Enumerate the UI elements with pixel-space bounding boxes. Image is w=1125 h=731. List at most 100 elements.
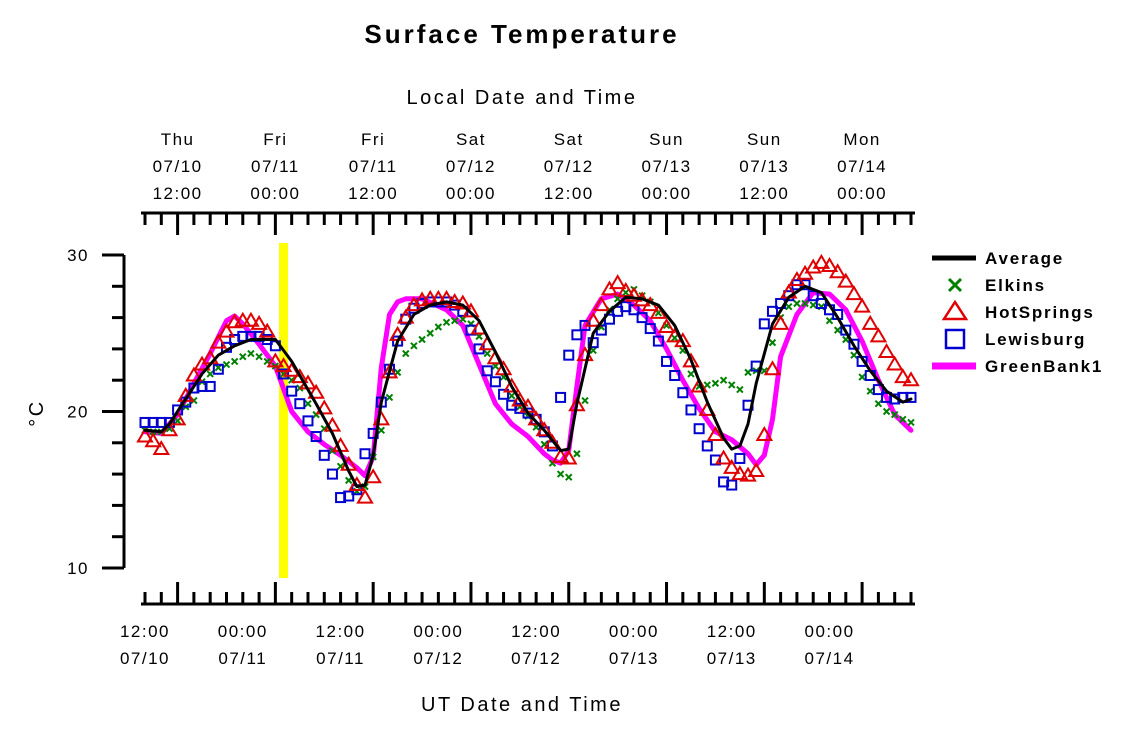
hotsprings-point bbox=[763, 360, 782, 376]
lewisburg-point bbox=[498, 388, 510, 400]
lewisburg-point bbox=[709, 454, 721, 466]
lewisburg-point bbox=[758, 318, 770, 330]
lewisburg-point bbox=[734, 452, 746, 464]
lewisburg-point bbox=[905, 391, 917, 403]
lewisburg-point bbox=[628, 304, 640, 316]
elkins-point bbox=[833, 326, 842, 334]
hotsprings-point bbox=[869, 327, 888, 343]
lewisburg-point bbox=[677, 387, 689, 399]
hotsprings-point bbox=[242, 311, 260, 327]
lewisburg-point bbox=[685, 404, 697, 416]
hotsprings-point bbox=[380, 363, 399, 379]
hotsprings-point bbox=[828, 263, 847, 279]
hotsprings-point bbox=[682, 352, 700, 368]
top-tick-day: Sat bbox=[456, 130, 486, 149]
hotsprings-point bbox=[454, 294, 472, 310]
hotsprings-point bbox=[258, 322, 276, 338]
top-tick-time: 00:00 bbox=[446, 184, 496, 203]
bottom-tick-date: 07/10 bbox=[120, 649, 170, 668]
legend-swatch-elkins bbox=[947, 277, 963, 293]
lewisburg-point bbox=[701, 440, 713, 452]
legend-swatch-hotsprings bbox=[941, 299, 969, 321]
elkins-point bbox=[793, 299, 801, 308]
hotsprings-point bbox=[853, 297, 871, 313]
hotsprings-point bbox=[894, 368, 912, 384]
top-tick-time: 00:00 bbox=[642, 184, 692, 203]
lewisburg-point bbox=[163, 416, 175, 428]
hotsprings-point bbox=[837, 272, 855, 288]
hotsprings-point bbox=[649, 303, 668, 319]
bottom-tick-date: 07/11 bbox=[218, 649, 267, 668]
hotsprings-point bbox=[494, 360, 513, 376]
elkins-point bbox=[670, 334, 679, 342]
hotsprings-point bbox=[445, 292, 464, 308]
bottom-tick-time: 12:00 bbox=[511, 622, 561, 641]
lewisburg-point bbox=[172, 404, 184, 416]
elkins-point bbox=[736, 385, 744, 394]
elkins-point bbox=[377, 426, 386, 434]
lewisburg-point bbox=[302, 415, 314, 427]
chart-title: Surface Temperature bbox=[364, 19, 679, 49]
lewisburg-point bbox=[661, 355, 673, 367]
elkins-point bbox=[239, 353, 247, 361]
hotsprings-point bbox=[771, 314, 790, 330]
bottom-tick-time: 00:00 bbox=[413, 622, 463, 641]
elkins-point bbox=[890, 410, 899, 419]
hotsprings-point bbox=[136, 427, 154, 443]
hotsprings-point bbox=[291, 368, 309, 384]
elkins-point bbox=[230, 357, 239, 366]
elkins-point bbox=[703, 381, 711, 389]
bottom-tick-time: 00:00 bbox=[218, 622, 268, 641]
hotsprings-point bbox=[592, 296, 611, 312]
top-tick-time: 00:00 bbox=[837, 184, 887, 203]
top-tick-date: 07/11 bbox=[349, 157, 398, 176]
bottom-tick-date: 07/12 bbox=[511, 649, 561, 668]
lewisburg-point bbox=[669, 370, 681, 382]
lewisburg-point bbox=[726, 479, 738, 491]
hotsprings-point bbox=[315, 399, 334, 415]
hotsprings-point bbox=[397, 308, 415, 324]
top-tick-date: 07/14 bbox=[837, 157, 887, 176]
hotsprings-point bbox=[356, 488, 374, 504]
lewisburg-point bbox=[555, 391, 567, 403]
lewisburg-point bbox=[310, 431, 322, 443]
hotsprings-point bbox=[502, 377, 521, 393]
elkins-point bbox=[728, 381, 736, 389]
legend-label-average: Average bbox=[985, 249, 1064, 268]
hotsprings-point bbox=[348, 476, 366, 492]
hotsprings-point bbox=[543, 433, 562, 449]
hotsprings-point bbox=[584, 311, 602, 327]
legend-label-lewisburg: Lewisburg bbox=[985, 330, 1086, 349]
bottom-tick-time: 00:00 bbox=[804, 622, 854, 641]
hotsprings-point bbox=[209, 333, 228, 349]
hotsprings-point bbox=[250, 314, 268, 330]
lewisburg-point bbox=[318, 449, 330, 461]
elkins-point bbox=[768, 338, 777, 347]
hotsprings-point bbox=[706, 425, 725, 441]
top-tick-date: 07/12 bbox=[544, 157, 594, 176]
lewisburg-point bbox=[571, 329, 583, 341]
elkins-point bbox=[304, 399, 312, 408]
hotsprings-point bbox=[739, 466, 757, 482]
lewisburg-point bbox=[294, 398, 306, 410]
top-tick-date: 07/13 bbox=[739, 157, 789, 176]
lewisburg-point bbox=[644, 323, 656, 335]
hotsprings-point bbox=[714, 449, 733, 465]
top-tick-time: 12:00 bbox=[348, 184, 398, 203]
bottom-tick-date: 07/14 bbox=[804, 649, 854, 668]
top-tick-day: Thu bbox=[161, 130, 195, 149]
hotsprings-point bbox=[747, 461, 765, 477]
top-tick-date: 07/13 bbox=[642, 157, 692, 176]
elkins-point bbox=[899, 415, 907, 424]
elkins-point bbox=[809, 301, 817, 309]
x-axis-label: UT Date and Time bbox=[421, 694, 623, 716]
legend-label-greenbank1: GreenBank1 bbox=[985, 357, 1103, 376]
elkins-point bbox=[442, 318, 451, 327]
hotsprings-point bbox=[722, 458, 741, 474]
lewisburg-point bbox=[693, 423, 705, 435]
elkins-point bbox=[402, 349, 410, 358]
lewisburg-point bbox=[872, 384, 884, 396]
bottom-tick-time: 00:00 bbox=[609, 622, 659, 641]
elkins-point bbox=[426, 329, 434, 337]
